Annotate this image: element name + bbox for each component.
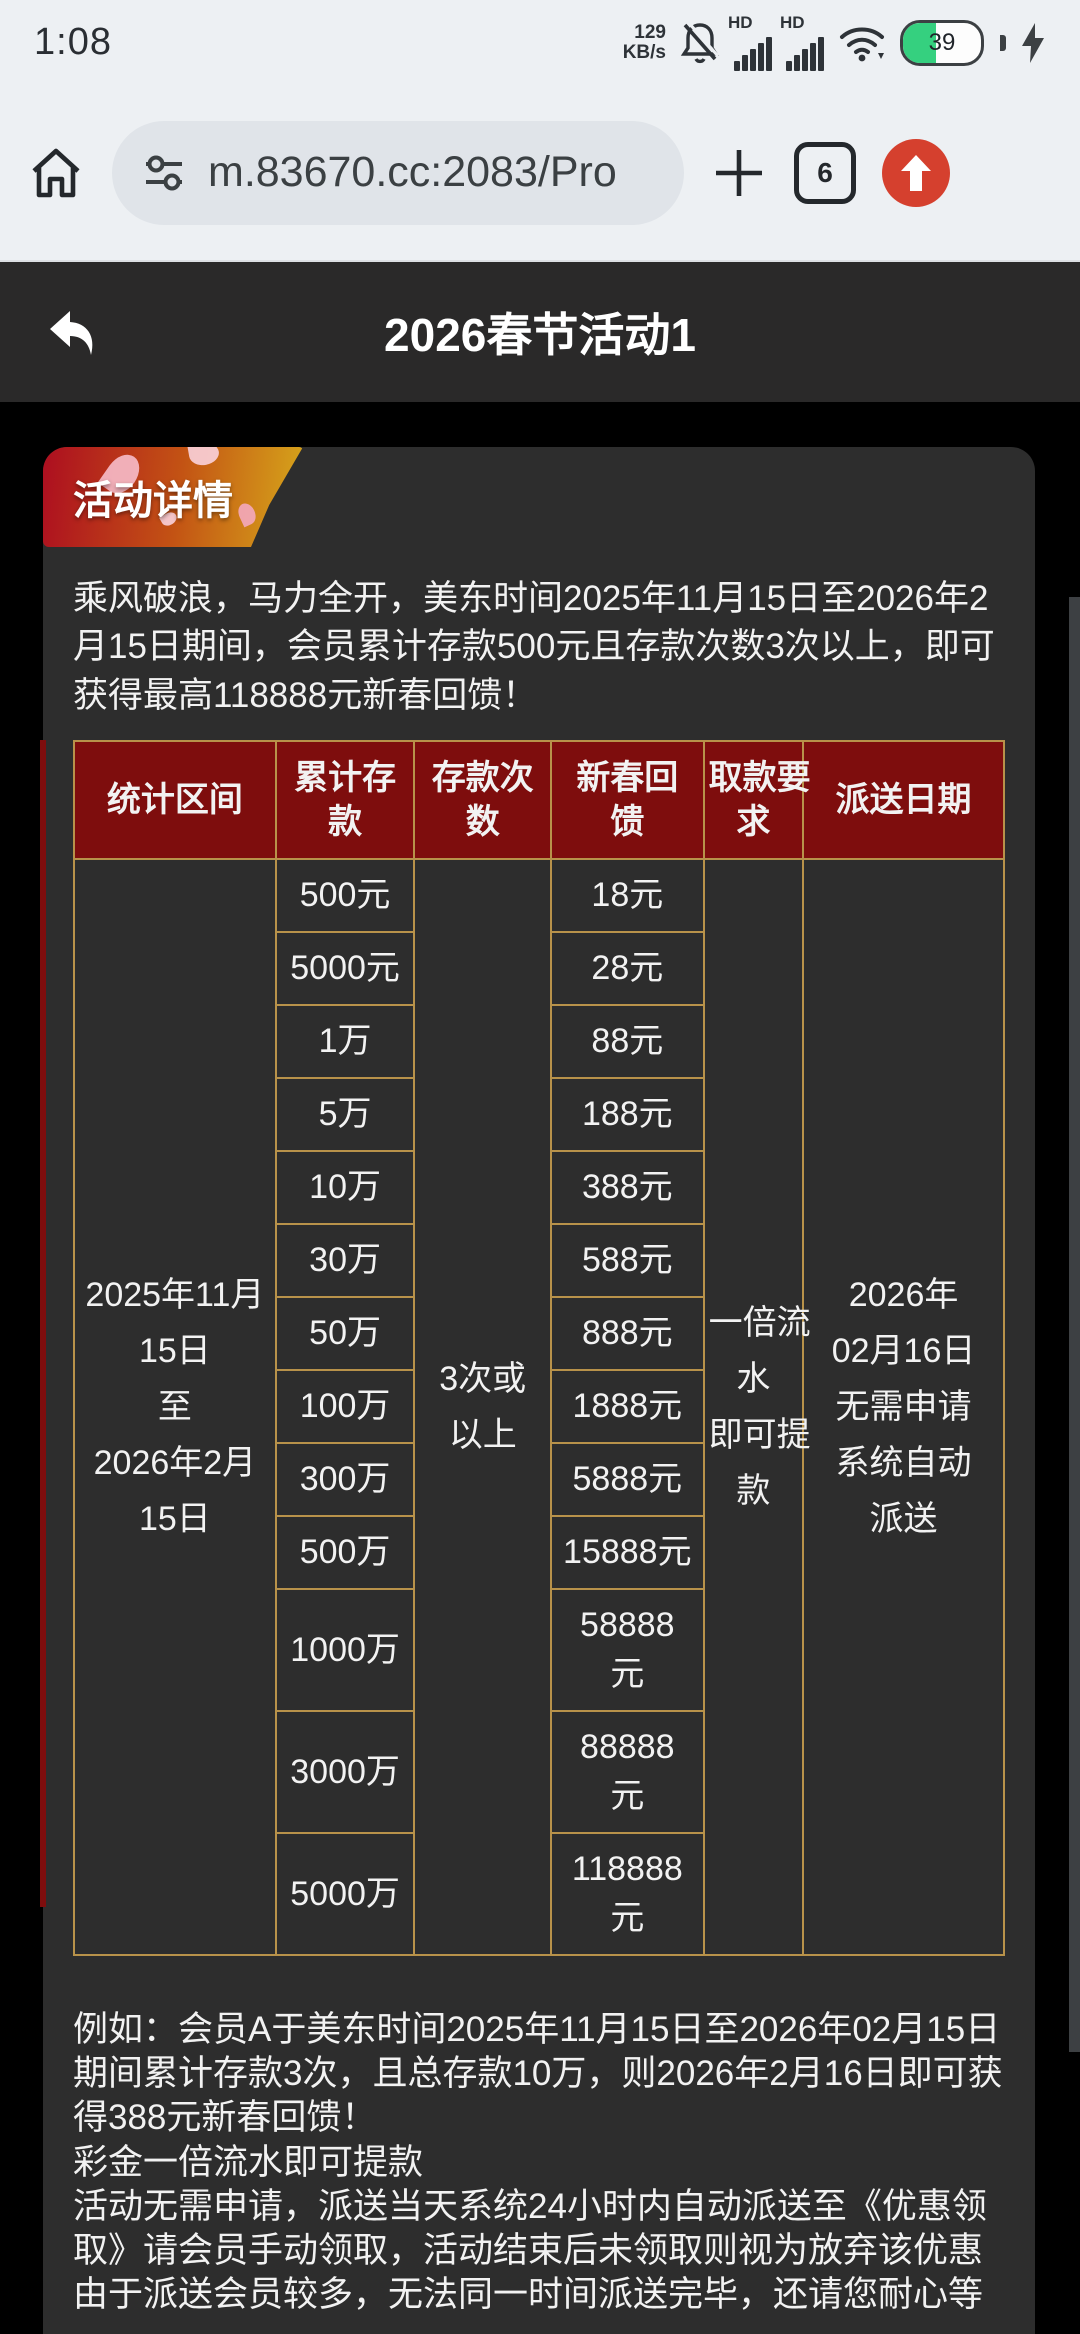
table-header-cell: 派送日期 — [802, 739, 1005, 861]
table-header-cell: 统计区间 — [73, 739, 277, 861]
table-cell: 5000元 — [274, 931, 416, 1007]
table-cell: 2026年 02月16日 无需申请 系统自动 派送 — [802, 858, 1005, 1957]
signal-sim1-icon: HD — [728, 13, 772, 71]
petal-icon — [235, 500, 259, 528]
table-cell: 500元 — [274, 858, 416, 934]
wifi-icon — [838, 23, 886, 63]
table-cell: 30万 — [274, 1223, 416, 1299]
page-titlebar: 2026春节活动1 — [0, 262, 1080, 402]
table-cell: 5万 — [274, 1077, 416, 1153]
table-cell: 28元 — [550, 931, 705, 1007]
table-cell: 3000万 — [274, 1710, 416, 1835]
charging-bolt-icon — [1020, 22, 1046, 64]
promo-table: 统计区间 累计存 款存款次 数新春回 馈取款要 求派送日期 2025年11月 15日… — [73, 739, 1005, 1957]
table-cell: 588元 — [550, 1223, 705, 1299]
table-row: 1万 88元 — [74, 1004, 1004, 1080]
table-row: 5万 188元 — [74, 1077, 1004, 1153]
url-text: m.83670.cc:2083/Pro — [208, 148, 617, 196]
battery-nub — [1000, 34, 1006, 51]
table-row: 3000万 88888 元 — [74, 1710, 1004, 1835]
table-row: 5000万 118888 元 — [74, 1832, 1004, 1957]
intro-text: 乘风破浪，马力全开，美东时间2025年11月15日至2026年2月15日期间，会… — [73, 579, 995, 715]
table-cell: 2025年11月 15日 至 2026年2月 15日 — [73, 858, 277, 1957]
table-header-cell: 存款次 数 — [413, 739, 553, 861]
network-speed: 129 KB/s — [622, 21, 666, 63]
table-cell: 1万 — [274, 1004, 416, 1080]
footer-text: 例如：会员A于美东时间2025年11月15日至2026年02月15日期间累计存款… — [73, 2010, 1003, 2314]
table-cell: 300万 — [274, 1442, 416, 1518]
status-bar: 1:08 129 KB/s HD HD — [0, 0, 1080, 85]
battery-indicator: 39 — [900, 19, 984, 66]
table-row: 30万 588元 — [74, 1223, 1004, 1299]
page-title: 2026春节活动1 — [384, 309, 696, 361]
browser-toolbar: m.83670.cc:2083/Pro 6 — [0, 85, 1080, 262]
home-button[interactable] — [26, 143, 86, 203]
table-row: 10万 388元 — [74, 1150, 1004, 1226]
table-cell: 一倍流 水 即可提 款 — [702, 858, 811, 1957]
table-cell: 500万 — [274, 1515, 416, 1591]
chrome-update-button[interactable] — [882, 138, 950, 207]
table-row: 5000元 28元 — [74, 931, 1004, 1007]
table-cell: 10万 — [274, 1150, 416, 1226]
table-cell: 118888 元 — [550, 1832, 705, 1957]
ribbon-label: 活动详情 — [73, 479, 233, 523]
table-cell: 888元 — [550, 1296, 705, 1372]
table-header-cell: 新春回 馈 — [550, 739, 705, 861]
table-cell: 5888元 — [550, 1442, 705, 1518]
table-cell: 388元 — [550, 1150, 705, 1226]
table-row: 1000万 58888 元 — [74, 1588, 1004, 1713]
clock: 1:08 — [34, 21, 112, 63]
page-content[interactable]: 活动详情 乘风破浪，马力全开，美东时间2025年11月15日至2026年2月15… — [0, 402, 1080, 2334]
table-cell: 50万 — [274, 1296, 416, 1372]
promo-card: 活动详情 乘风破浪，马力全开，美东时间2025年11月15日至2026年2月15… — [40, 447, 1035, 2334]
table-row: 500万 15888元 — [74, 1515, 1004, 1591]
new-tab-button[interactable] — [710, 144, 768, 202]
table-cell: 1000万 — [274, 1588, 416, 1713]
table-header-cell: 取款要 求 — [702, 739, 811, 861]
signal-sim2-icon: HD — [780, 13, 824, 71]
scrollbar-thumb[interactable] — [1069, 597, 1080, 2052]
table-left-accent — [40, 740, 46, 1907]
table-cell: 15888元 — [550, 1515, 705, 1591]
petal-icon — [187, 447, 221, 468]
tab-switcher-button[interactable]: 6 — [794, 141, 856, 204]
table-cell: 188元 — [550, 1077, 705, 1153]
table-row: 50万 888元 — [74, 1296, 1004, 1372]
back-button[interactable] — [44, 303, 102, 361]
table-cell: 1888元 — [550, 1369, 705, 1445]
table-row: 300万 5888元 — [74, 1442, 1004, 1518]
table-cell: 88元 — [550, 1004, 705, 1080]
table-cell: 58888 元 — [550, 1588, 705, 1713]
site-settings-icon[interactable] — [142, 151, 186, 195]
notifications-muted-icon — [680, 20, 720, 65]
table-row: 2025年11月 15日 至 2026年2月 15日 500元 3次或 以上 18元一… — [73, 858, 1005, 1957]
table-cell: 100万 — [274, 1369, 416, 1445]
table-row: 100万 1888元 — [74, 1369, 1004, 1445]
table-cell: 5000万 — [274, 1832, 416, 1957]
table-header-cell: 累计存 款 — [274, 739, 416, 861]
url-bar[interactable]: m.83670.cc:2083/Pro — [112, 120, 684, 225]
table-cell: 3次或 以上 — [413, 858, 553, 1957]
table-cell: 88888 元 — [550, 1710, 705, 1835]
table-cell: 18元 — [550, 858, 705, 934]
